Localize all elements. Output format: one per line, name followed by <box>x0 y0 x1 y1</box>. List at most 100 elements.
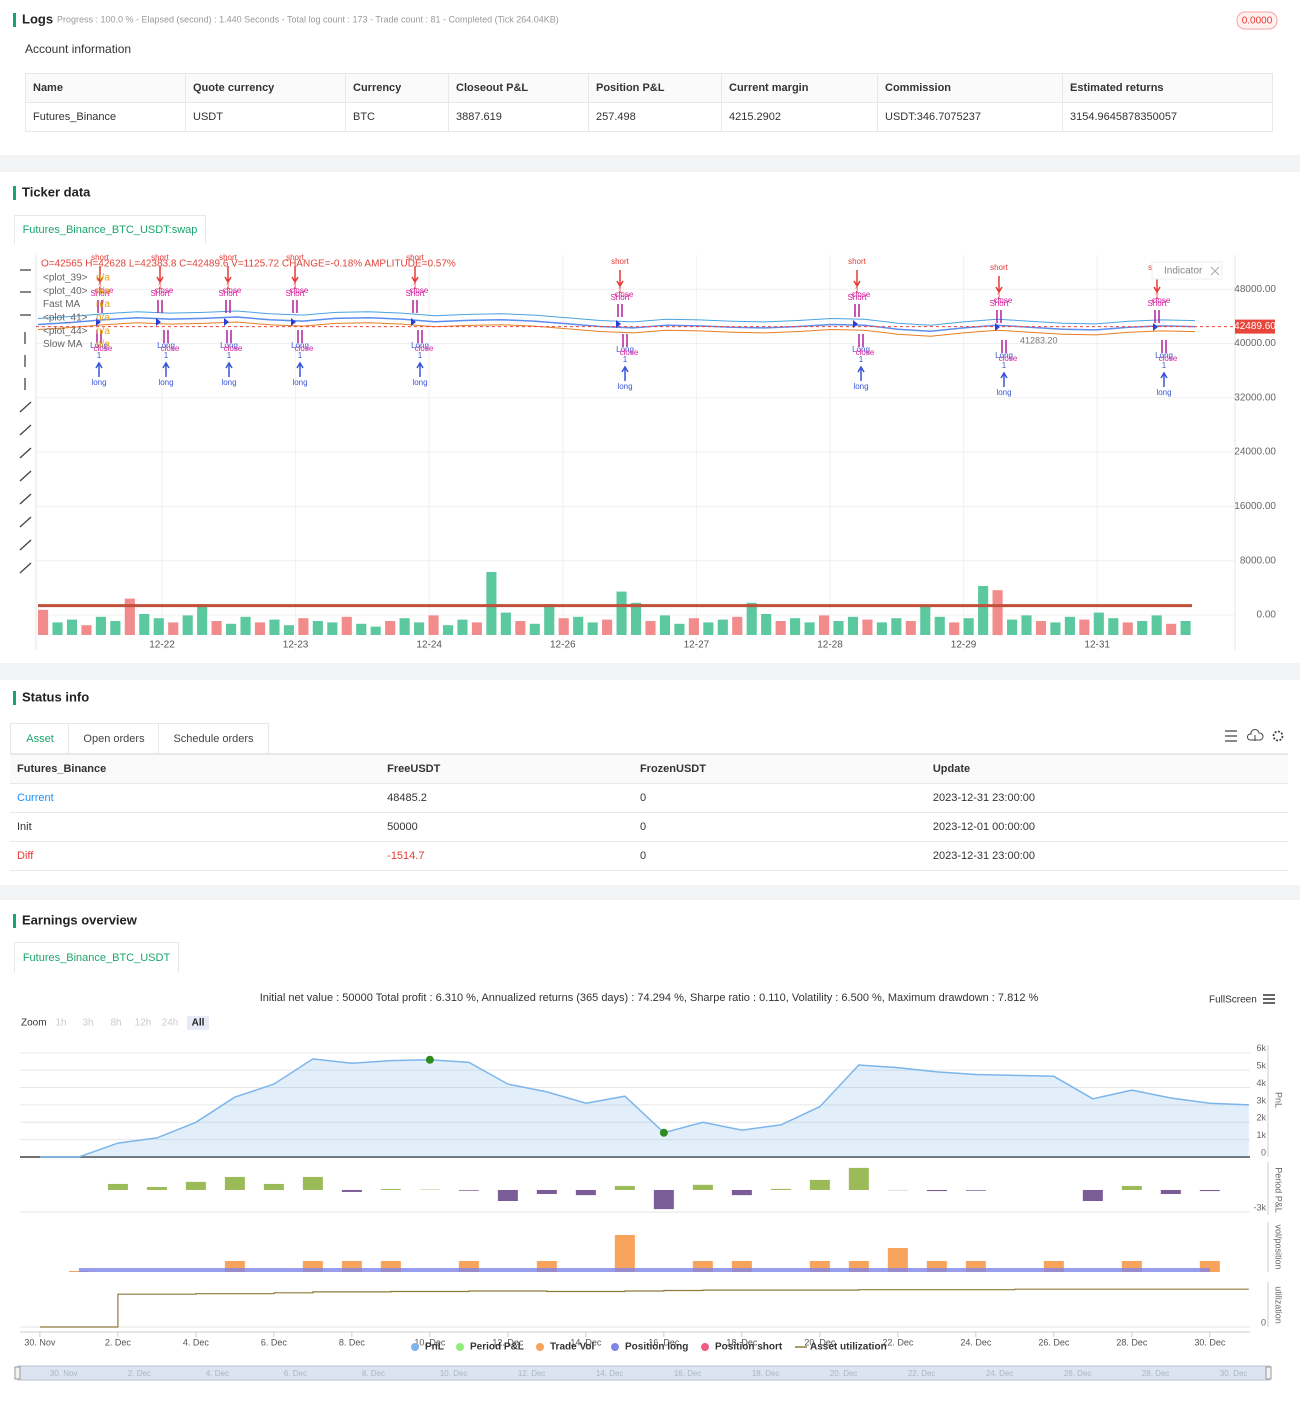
toolbar-icon[interactable] <box>19 539 32 551</box>
price-band-lower <box>37 321 1196 337</box>
earnings-section <box>0 900 1300 1403</box>
volume-bar <box>1006 619 1018 635</box>
signal-open-long: Long <box>852 345 870 354</box>
tab[interactable]: Futures_Binance_BTC_USDT:swap <box>14 215 206 244</box>
zoom-button[interactable]: 8h <box>110 1018 121 1029</box>
toolbar-icon[interactable] <box>19 401 32 413</box>
tab[interactable]: Schedule orders <box>158 723 269 754</box>
volume-bar <box>978 586 989 635</box>
toolbar-icon[interactable] <box>19 562 32 574</box>
toolbar-icon[interactable] <box>19 493 32 505</box>
volume-bar <box>1122 622 1133 635</box>
trade-vol-bar <box>302 1261 323 1272</box>
settings-icon[interactable] <box>1272 730 1284 742</box>
table-cell: Current <box>10 783 381 813</box>
tab[interactable]: Open orders <box>68 723 160 754</box>
signal-count: 1 <box>158 282 163 291</box>
legend-symbol <box>536 1343 544 1351</box>
cloud-icon[interactable] <box>1246 729 1264 741</box>
y-tick-label: 48000.00 <box>1234 284 1276 295</box>
volume-bar <box>717 619 728 635</box>
volume-bar <box>124 598 135 635</box>
x-tick-label: 12-23 <box>283 640 309 651</box>
indicator-label: Indicator <box>1164 266 1203 277</box>
indicator-button[interactable] <box>1151 261 1223 280</box>
signal-close: close <box>295 344 314 353</box>
trade-vol-bar <box>926 1261 947 1272</box>
arrow-up <box>621 365 629 381</box>
badge <box>1236 11 1278 30</box>
fullscreen[interactable]: FullScreen <box>1209 995 1257 1006</box>
column-header: Futures_Binance <box>10 754 381 784</box>
legend-label[interactable]: Position long <box>625 1342 688 1353</box>
period-pnl-bar <box>146 1187 167 1190</box>
zoom-button[interactable]: 24h <box>162 1018 179 1029</box>
volume-bar <box>168 622 179 635</box>
signal-close: close <box>161 344 180 353</box>
signal-close: close <box>410 286 429 295</box>
volume-bar <box>862 619 873 635</box>
x-tick-label: 12-28 <box>817 640 843 651</box>
arrow-down <box>97 300 103 313</box>
arrow-down <box>1154 310 1160 323</box>
volume-bar <box>414 622 425 635</box>
menu-icon[interactable] <box>1263 994 1275 1004</box>
table-cell: Init <box>10 812 381 842</box>
zoom-button[interactable]: 3h <box>82 1018 93 1029</box>
toolbar-icon[interactable] <box>19 470 32 482</box>
x-tick-label: 8. Dec <box>339 1337 366 1347</box>
navigator-handle[interactable] <box>14 1366 21 1380</box>
last-price-tag <box>1235 319 1275 334</box>
x-tick-label: 10. Dec <box>414 1337 446 1347</box>
x-tick-label: 12-22 <box>149 640 175 651</box>
volume-bar <box>428 615 439 635</box>
table-row: Init 50000 0 2023-12-01 00:00:00 <box>10 812 1288 842</box>
volume-bar <box>298 618 309 635</box>
arrow-down <box>292 300 298 313</box>
table-cell: 2023-12-31 23:00:00 <box>925 841 1288 871</box>
table-row: Futures_Binance USDT BTC 3887.619 257.498 421… <box>25 102 1273 132</box>
toolbar-icon[interactable] <box>19 516 32 528</box>
legend-label[interactable]: Position short <box>715 1342 783 1353</box>
volume-bar <box>804 622 815 635</box>
column-header: Commission <box>877 73 1063 103</box>
table-cell: Futures_Binance <box>25 102 186 132</box>
signal-short: short <box>406 253 425 262</box>
legend-label[interactable]: Period P&L <box>470 1342 524 1353</box>
volume-bar <box>847 616 859 635</box>
toolbar-icon[interactable] <box>19 424 32 436</box>
title-accent <box>13 691 16 705</box>
volume-bar <box>905 621 916 635</box>
arrow-down <box>291 266 299 284</box>
signal-short: short <box>219 253 238 262</box>
legend-label[interactable]: PnL <box>425 1342 444 1353</box>
signal-count: 1 <box>1155 292 1160 301</box>
y-tick-label: 1k <box>1256 1130 1266 1140</box>
signal-close: close <box>999 354 1018 363</box>
arrow-up <box>96 330 102 343</box>
signal-short: short <box>151 253 170 262</box>
title-accent <box>13 13 16 27</box>
table-cell: USDT <box>185 102 346 132</box>
y-tick-label: 40000.00 <box>1234 338 1276 349</box>
zoom-button-bg[interactable] <box>187 1016 209 1030</box>
x-tick-label: 12-31 <box>1084 640 1110 651</box>
toolbar-icon[interactable] <box>19 447 32 459</box>
zoom-button[interactable]: 12h <box>135 1018 152 1029</box>
trade-marker <box>1153 323 1158 331</box>
legend-value: n/a <box>96 299 110 310</box>
zoom-button[interactable]: 1h <box>55 1018 66 1029</box>
menu-icon[interactable] <box>1225 730 1237 742</box>
zoom-button[interactable]: All <box>192 1018 205 1029</box>
navigator-label: 18. Dec <box>752 1369 780 1378</box>
navigator-handle[interactable] <box>1265 1366 1272 1380</box>
signal-count: 1 <box>1002 361 1007 370</box>
summary: Initial net value : 50000 Total profit :… <box>260 992 1039 1004</box>
tab[interactable]: Futures_Binance_BTC_USDT <box>14 942 179 973</box>
tab[interactable]: Asset <box>10 723 70 754</box>
signal-open-short: Short <box>218 289 238 298</box>
arrow-up <box>163 330 169 343</box>
legend-label[interactable]: Trade Vol <box>550 1342 594 1353</box>
navigator-label: 22. Dec <box>908 1369 936 1378</box>
legend-label[interactable]: Asset utilization <box>810 1342 887 1353</box>
